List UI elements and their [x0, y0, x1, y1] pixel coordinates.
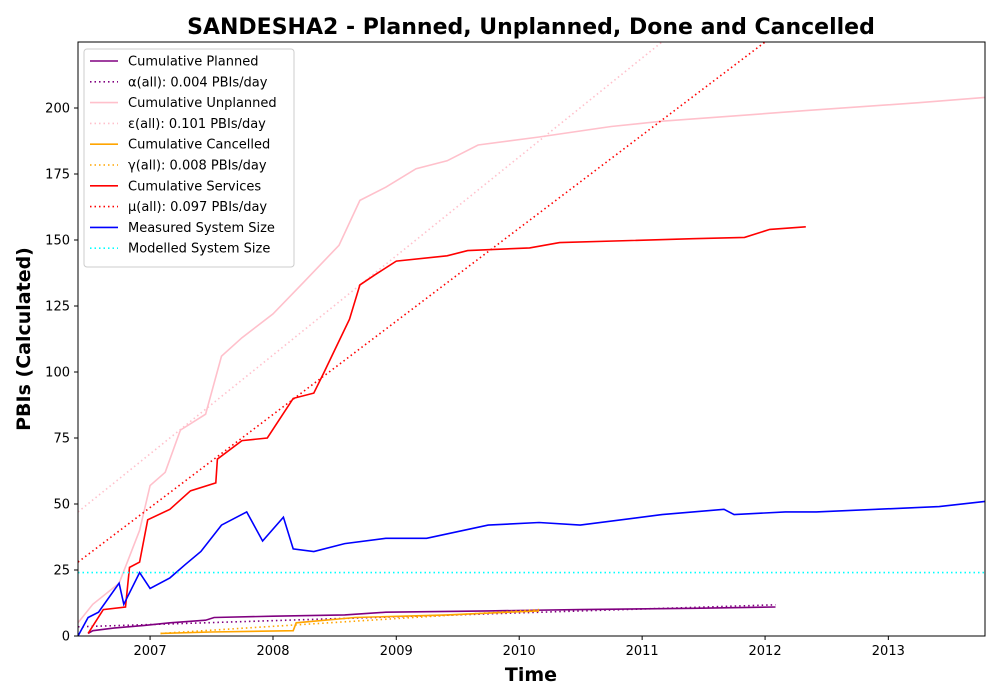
legend-label: Cumulative Planned — [128, 55, 258, 70]
series-line-5 — [160, 608, 540, 635]
y-tick-label: 125 — [45, 300, 70, 315]
legend-label: μ(all): 0.097 PBIs/day — [128, 200, 267, 215]
legend-label: ε(all): 0.101 PBIs/day — [128, 117, 266, 132]
x-tick-label: 2011 — [626, 644, 659, 659]
x-tick-label: 2008 — [256, 644, 289, 659]
series-line-3 — [78, 42, 663, 513]
plot-frame — [77, 41, 986, 637]
y-tick-label: 25 — [53, 564, 70, 579]
y-tick-label: 0 — [62, 630, 70, 645]
x-tick-label: 2013 — [872, 644, 905, 659]
x-tick-label: 2012 — [749, 644, 782, 659]
series-line-0 — [87, 606, 776, 635]
y-axis: 0 25 50 75 100 125 150 175 200 — [45, 102, 78, 645]
legend-label: α(all): 0.004 PBIs/day — [128, 75, 268, 90]
chart-title: SANDESHA2 - Planned, Unplanned, Done and… — [187, 15, 875, 40]
series-line-2 — [78, 96, 985, 624]
x-axis: 2007 2008 2009 2010 2011 2012 2013 — [134, 636, 905, 659]
y-tick-label: 75 — [53, 432, 70, 447]
series-line-8 — [78, 500, 985, 636]
y-tick-label: 50 — [53, 498, 70, 513]
series-layer — [78, 42, 985, 636]
legend-label: γ(all): 0.008 PBIs/day — [128, 159, 267, 174]
series-line-4 — [160, 610, 540, 635]
legend-label: Cumulative Cancelled — [128, 138, 270, 153]
series-line-6 — [87, 226, 806, 634]
legend-box — [83, 48, 295, 268]
y-tick-label: 100 — [45, 366, 70, 381]
y-tick-label: 200 — [45, 102, 70, 117]
y-tick-label: 175 — [45, 168, 70, 183]
x-axis-label: Time — [505, 664, 557, 686]
legend-label: Measured System Size — [128, 221, 275, 236]
series-line-1 — [78, 604, 776, 628]
legend-label: Cumulative Unplanned — [128, 96, 277, 111]
legend-label: Cumulative Services — [128, 179, 261, 194]
x-tick-label: 2007 — [134, 644, 167, 659]
legend-label: Modelled System Size — [128, 242, 270, 257]
y-axis-label: PBIs (Calculated) — [13, 247, 35, 431]
x-tick-label: 2010 — [503, 644, 536, 659]
legend: Cumulative Planned α(all): 0.004 PBIs/day… — [83, 48, 295, 268]
x-tick-label: 2009 — [380, 644, 413, 659]
y-tick-label: 150 — [45, 234, 70, 249]
